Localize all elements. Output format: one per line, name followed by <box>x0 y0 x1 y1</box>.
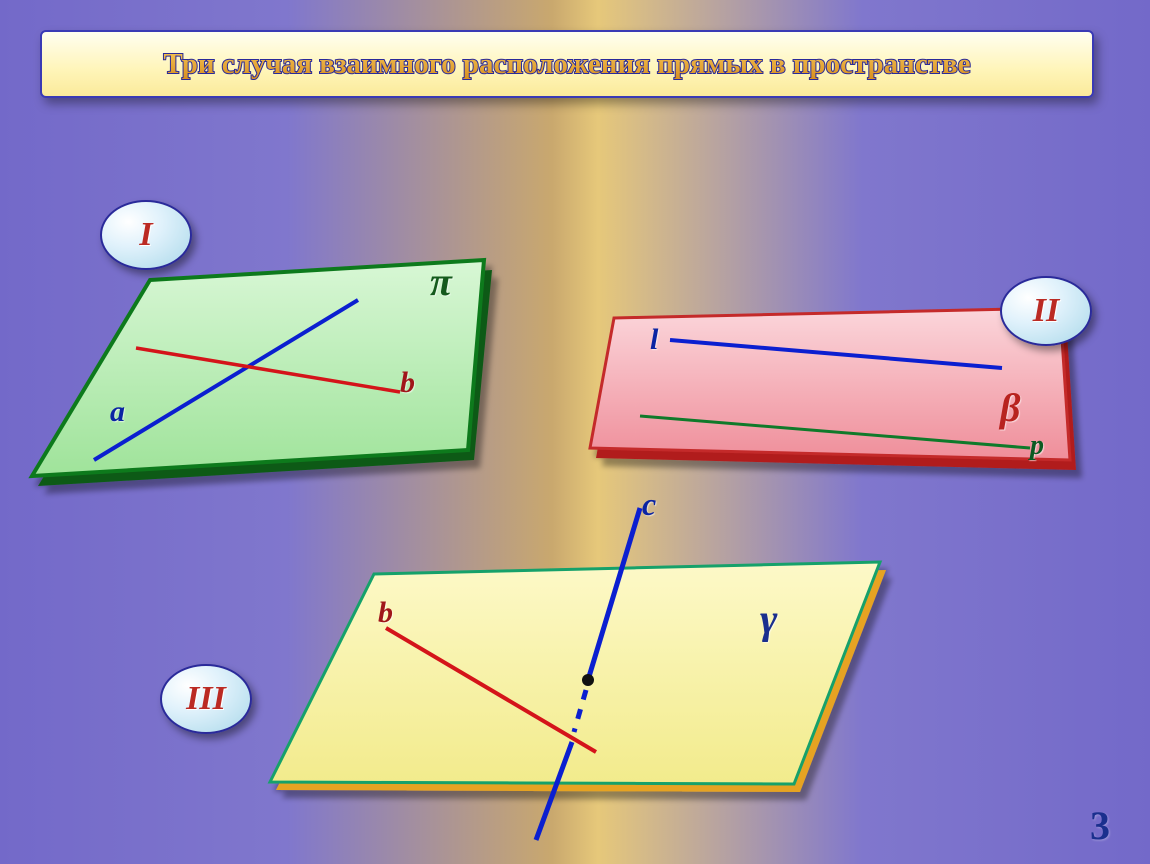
intersection-point <box>582 674 594 686</box>
plane-label-beta: β <box>1000 384 1021 431</box>
badge-iii-label: III <box>186 680 226 718</box>
plane-yellow-group <box>270 562 886 792</box>
plane-green-group <box>32 260 492 486</box>
badge-ii-label: II <box>1033 292 1059 330</box>
line-label-c: c <box>642 486 656 523</box>
line-label-p: p <box>1030 430 1044 462</box>
geometry-scene <box>0 0 1150 864</box>
line-label-b-yellow: b <box>378 596 393 630</box>
line-label-b-green: b <box>400 366 415 400</box>
badge-i: I <box>100 200 192 270</box>
badge-ii: II <box>1000 276 1092 346</box>
page-number: 3 <box>1090 802 1110 849</box>
badge-iii: III <box>160 664 252 734</box>
line-label-a: a <box>110 395 125 429</box>
title-text: Три случая взаимного расположения прямых… <box>163 48 970 81</box>
plane-label-gamma: γ <box>760 596 777 644</box>
plane-label-pi: π <box>430 258 452 305</box>
badge-i-label: I <box>139 216 152 254</box>
line-label-l: l <box>650 323 658 357</box>
